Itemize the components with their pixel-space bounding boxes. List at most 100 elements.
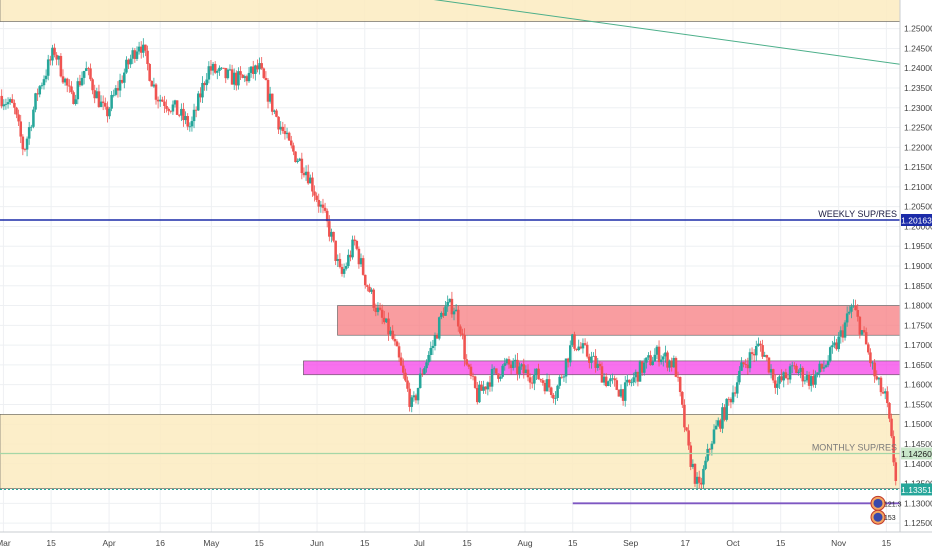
candle — [767, 357, 771, 374]
candle — [581, 338, 585, 354]
candle — [492, 366, 496, 374]
x-tick-label: Oct — [726, 538, 740, 548]
candle — [452, 307, 456, 321]
candle — [42, 75, 46, 90]
candle — [754, 340, 758, 362]
candle — [410, 395, 414, 413]
candle — [220, 66, 223, 71]
candle — [626, 374, 629, 387]
candle — [319, 201, 323, 213]
candle — [131, 47, 135, 65]
candle — [765, 354, 769, 361]
trendline[interactable] — [416, 0, 901, 65]
x-tick-label: 15 — [254, 538, 264, 548]
candle — [368, 283, 371, 293]
alert-badge[interactable]: 121.3 — [870, 495, 902, 511]
candle — [408, 382, 411, 412]
candle — [190, 116, 194, 132]
candle — [15, 106, 18, 119]
candle — [585, 341, 589, 359]
candle — [467, 363, 471, 370]
x-tick-label: Apr — [102, 538, 115, 548]
candle — [262, 67, 266, 79]
candle — [503, 357, 507, 371]
candle — [72, 90, 75, 105]
candle — [68, 79, 71, 93]
candle — [573, 331, 576, 352]
y-tick-label: 1.14500 — [904, 439, 932, 449]
candle — [366, 284, 369, 292]
candle — [273, 109, 276, 115]
sup-res-zones — [0, 0, 901, 489]
candle — [786, 374, 790, 385]
candle — [683, 399, 686, 433]
candle — [890, 413, 893, 439]
zone-monthly[interactable] — [0, 414, 901, 489]
candle — [729, 397, 733, 409]
candle — [399, 352, 403, 366]
candle — [471, 372, 475, 381]
candle — [888, 402, 891, 423]
candle — [549, 386, 553, 398]
price-labels: WEEKLY SUP/RES 1.20163 MONTHLY SUP/RES 1.14… — [812, 209, 932, 525]
zone-red[interactable] — [337, 305, 901, 336]
candle — [247, 67, 251, 83]
candle — [393, 334, 397, 346]
candle — [784, 368, 788, 379]
y-tick-label: 1.18500 — [904, 281, 932, 291]
candle — [120, 75, 124, 84]
candle — [657, 340, 661, 367]
candle — [412, 391, 416, 402]
candle — [30, 124, 33, 132]
candle — [416, 387, 420, 405]
candle — [892, 430, 895, 466]
candle — [505, 357, 509, 366]
alert-badge[interactable]: 153 — [870, 509, 896, 525]
candle — [199, 87, 202, 103]
weekly-sup-res-label: WEEKLY SUP/RES — [818, 209, 897, 219]
candle — [609, 374, 612, 387]
candle — [78, 74, 82, 87]
svg-text:1.14260: 1.14260 — [901, 449, 932, 459]
y-tick-label: 1.22000 — [904, 142, 932, 152]
candle — [340, 263, 344, 277]
candle — [287, 131, 291, 141]
y-tick-label: 1.18000 — [904, 301, 932, 311]
candle — [509, 360, 513, 375]
candle — [566, 357, 570, 368]
candle — [575, 348, 578, 352]
y-tick-label: 1.17000 — [904, 340, 932, 350]
zone-top[interactable] — [0, 0, 901, 22]
candle — [118, 73, 122, 98]
candle — [719, 418, 722, 432]
candle — [526, 364, 530, 382]
candle — [774, 374, 777, 394]
candle — [173, 99, 177, 108]
candle — [869, 348, 872, 367]
candle — [256, 59, 259, 73]
candle — [23, 148, 27, 152]
candle — [879, 376, 883, 397]
candle — [617, 389, 621, 397]
candle — [708, 447, 712, 456]
candle — [264, 71, 268, 81]
candle — [51, 44, 54, 66]
candle — [672, 355, 676, 369]
candle — [154, 83, 158, 105]
candle — [716, 417, 720, 427]
candle — [619, 384, 623, 398]
candle — [600, 362, 604, 383]
candle — [799, 364, 802, 379]
candle — [647, 352, 650, 360]
candle — [165, 99, 168, 113]
candle — [65, 77, 69, 93]
candle — [372, 288, 375, 312]
candle — [537, 363, 540, 380]
candle — [678, 376, 682, 397]
candle — [763, 351, 767, 357]
candle — [61, 69, 65, 85]
y-tick-label: 1.25000 — [904, 24, 932, 34]
candle — [294, 151, 297, 163]
candle — [465, 354, 468, 366]
